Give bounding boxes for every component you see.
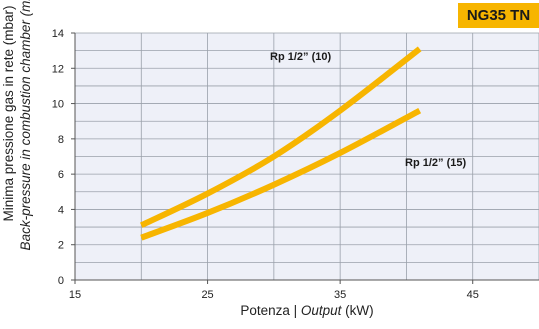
- y-tick-label: 6: [58, 169, 64, 181]
- y-tick-label: 10: [52, 99, 64, 111]
- y-tick-label: 0: [58, 275, 64, 287]
- x-axis-label: Potenza | Output (kW): [75, 303, 539, 318]
- y-tick-label: 2: [58, 240, 64, 252]
- x-tick-label: 15: [69, 289, 81, 301]
- y-tick-label: 8: [58, 134, 64, 146]
- y-tick-label: 14: [52, 28, 64, 40]
- model-badge: NG35 TN: [458, 3, 539, 28]
- x-tick-label: 25: [201, 289, 213, 301]
- x-axis-label-italic: Output: [300, 303, 342, 318]
- series-line-1: [140, 107, 422, 241]
- tick-labels: 0 2 4 6 8 10 12 14 15 25 35 45: [52, 28, 479, 301]
- y-axis-label-translation: Back-pressure in combustion chamber (mba…: [18, 0, 33, 251]
- y-tick-label: 12: [52, 63, 64, 75]
- series-label-rp-15: Rp 1/2” (15): [405, 157, 466, 169]
- series-lines: [139, 46, 422, 241]
- x-tick-label: 45: [467, 289, 479, 301]
- x-axis-label-suffix: (kW): [341, 303, 374, 318]
- series-label-rp-10: Rp 1/2” (10): [270, 51, 331, 63]
- grid: [75, 32, 539, 280]
- series-line-0: [139, 46, 422, 229]
- axes: [74, 33, 539, 284]
- x-axis-label-prefix: Potenza |: [240, 303, 301, 318]
- x-tick-label: 35: [334, 289, 346, 301]
- y-tick-label: 4: [58, 204, 64, 216]
